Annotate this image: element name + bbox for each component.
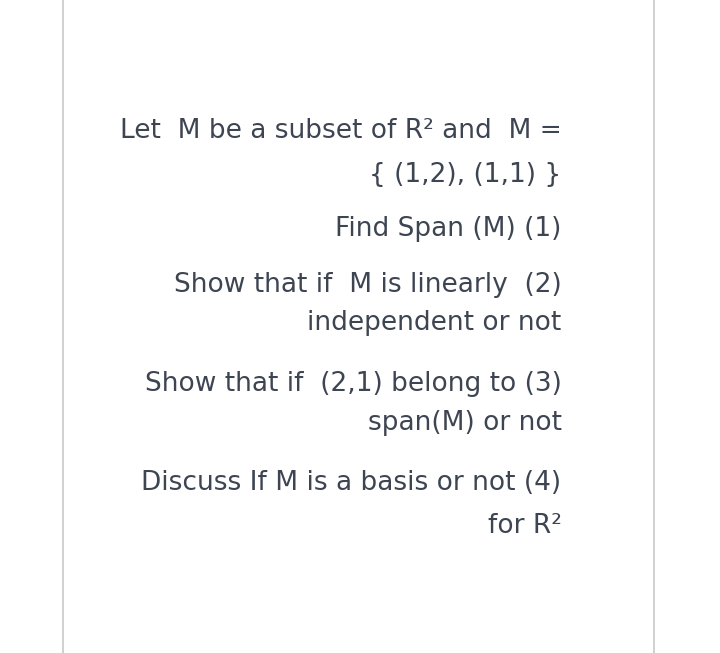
Text: independent or not: independent or not bbox=[307, 310, 562, 336]
Text: Let  M be a subset of R² and  M =: Let M be a subset of R² and M = bbox=[120, 118, 562, 144]
Text: for R²: for R² bbox=[487, 513, 562, 539]
Text: Find Span (M) (1): Find Span (M) (1) bbox=[335, 216, 562, 242]
Text: Show that if  M is linearly  (2): Show that if M is linearly (2) bbox=[174, 272, 562, 298]
Text: Discuss If M is a basis or not (4): Discuss If M is a basis or not (4) bbox=[141, 470, 562, 496]
Text: { (1,2), (1,1) }: { (1,2), (1,1) } bbox=[369, 162, 562, 188]
Text: Show that if  (2,1) belong to (3): Show that if (2,1) belong to (3) bbox=[145, 370, 562, 396]
Text: span(M) or not: span(M) or not bbox=[367, 410, 562, 436]
